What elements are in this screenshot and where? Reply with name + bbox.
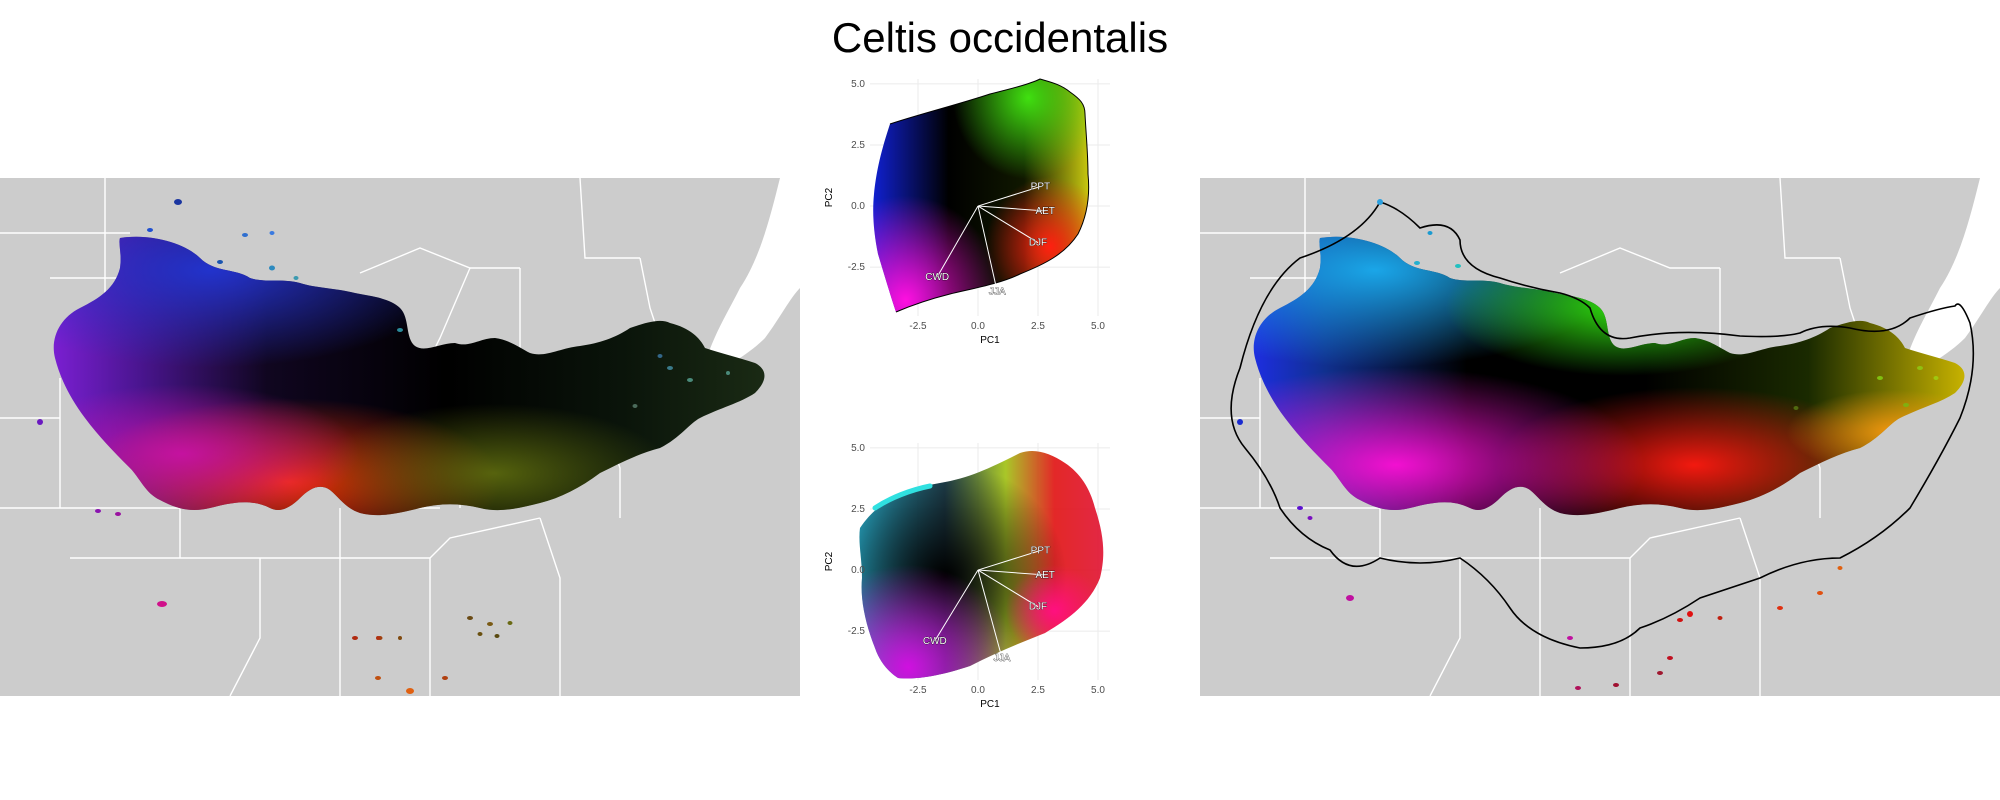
outlier-points	[37, 199, 730, 694]
y-axis-label: PC2	[824, 551, 835, 571]
axes: -2.5 0.0 2.5 5.0 5.0 2.5 0.0 -2.5 PC1 PC2	[824, 443, 1105, 710]
x-tick-label: -2.5	[909, 321, 927, 332]
loading-vector	[977, 569, 1003, 659]
left-map	[0, 178, 800, 696]
y-tick-label: -2.5	[848, 626, 866, 637]
vector-label: AET	[1035, 570, 1054, 581]
loading-vector	[936, 205, 979, 278]
point-cloud	[873, 78, 1090, 313]
vector-label: PPT	[1031, 182, 1050, 193]
loading-vector	[934, 569, 979, 642]
ocean-area	[700, 178, 800, 388]
x-tick-label: 2.5	[1031, 685, 1045, 696]
x-tick-label: -2.5	[909, 685, 927, 696]
x-axis-label: PC1	[980, 335, 1000, 346]
y-tick-label: 2.5	[851, 140, 865, 151]
axes: -2.5 0.0 2.5 5.0 5.0 2.5 0.0 -2.5 PC1 PC2	[824, 79, 1105, 346]
y-tick-label: 0.0	[851, 565, 865, 576]
x-tick-label: 0.0	[971, 321, 985, 332]
vector-label: CWD	[923, 636, 947, 647]
x-tick-label: 5.0	[1091, 685, 1105, 696]
loading-vectors: PPT AET DJF JJA CWD	[923, 545, 1056, 664]
vector-label: JJA	[994, 653, 1011, 664]
x-tick-label: 5.0	[1091, 321, 1105, 332]
y-tick-label: -2.5	[848, 262, 866, 273]
vector-label: PPT	[1031, 546, 1050, 557]
x-axis-label: PC1	[980, 699, 1000, 710]
vector-label: CWD	[925, 272, 949, 283]
y-tick-label: 2.5	[851, 504, 865, 515]
y-axis-label: PC2	[824, 187, 835, 207]
loading-vector	[977, 205, 1039, 244]
y-tick-label: 0.0	[851, 201, 865, 212]
y-tick-label: 5.0	[851, 443, 865, 454]
vector-label: JJA	[989, 287, 1006, 298]
point-cloud	[859, 451, 1104, 679]
vector-label: AET	[1035, 206, 1054, 217]
ocean-area	[1900, 178, 2000, 388]
hull-outline	[1230, 201, 1975, 649]
loading-vector	[977, 550, 1041, 571]
vector-label: DJF	[1029, 238, 1047, 249]
loading-vector	[977, 186, 1041, 207]
vector-label: DJF	[1029, 602, 1047, 613]
outlier-points	[1237, 199, 1939, 690]
x-tick-label: 0.0	[971, 685, 985, 696]
loading-vector	[977, 569, 1039, 608]
loading-vector	[977, 569, 1046, 576]
figure-title: Celtis occidentalis	[831, 14, 1169, 61]
loading-vectors: PPT AET DJF JJA CWD	[925, 181, 1055, 298]
loading-vector	[977, 205, 998, 292]
x-tick-label: 2.5	[1031, 321, 1045, 332]
right-map	[1200, 178, 2000, 696]
loading-vector	[977, 205, 1046, 212]
y-tick-label: 5.0	[851, 79, 865, 90]
